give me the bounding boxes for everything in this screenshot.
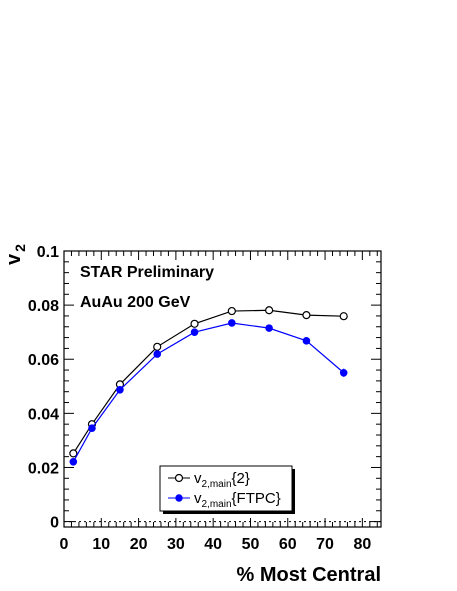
- legend-label-suffix: {FTPC}: [232, 490, 281, 507]
- y-axis-title-main: v: [3, 253, 25, 265]
- x-tick-label: 50: [242, 536, 260, 553]
- data-point: [265, 324, 273, 332]
- data-point: [228, 319, 236, 327]
- data-point: [227, 306, 236, 316]
- legend-label-sub: 2,main: [202, 479, 232, 490]
- x-axis-title: % Most Central: [237, 564, 381, 586]
- data-point: [69, 457, 78, 466]
- legend-label-suffix: {2}: [232, 470, 250, 487]
- data-point: [302, 337, 311, 345]
- y-axis-title: v2: [3, 244, 28, 265]
- y-tick-label: 0.06: [28, 352, 59, 369]
- legend-label-main: v: [194, 470, 202, 487]
- x-tick-label: 60: [279, 536, 297, 553]
- svg-text:v2: v2: [3, 244, 28, 265]
- plot-frame: [63, 250, 382, 528]
- x-tick-label: 10: [92, 536, 110, 553]
- series-line: [72, 309, 344, 454]
- legend-marker-filled-circle: [175, 494, 183, 502]
- legend: v2,main{2} v2,main{FTPC}: [159, 465, 295, 514]
- annotation-collision-system: AuAu 200 GeV: [80, 294, 191, 311]
- y-tick-label: 0.02: [28, 460, 59, 477]
- series-1: [69, 319, 348, 466]
- x-tick-label: 0: [60, 536, 69, 553]
- legend-entry-v2-2: v2,main{2}: [168, 470, 250, 490]
- svg-text:v2,main{2}: v2,main{2}: [194, 470, 250, 490]
- data-point: [88, 424, 96, 433]
- axis-ticks: [63, 250, 381, 527]
- data-point: [339, 368, 348, 377]
- data-point: [190, 328, 199, 336]
- y-tick-label: 0.04: [28, 406, 59, 423]
- x-tick-label: 80: [353, 536, 371, 553]
- data-point: [339, 312, 348, 321]
- data-point: [69, 449, 78, 458]
- data-point: [190, 319, 199, 328]
- y-tick-label: 0.1: [37, 244, 59, 261]
- data-point: [153, 342, 162, 351]
- series-layer: [69, 306, 348, 466]
- data-point: [302, 311, 311, 320]
- y-axis-title-sub: 2: [12, 244, 28, 252]
- x-tick-label: 40: [204, 536, 222, 553]
- legend-label-sub: 2,main: [202, 499, 232, 510]
- legend-label-main: v: [194, 490, 202, 507]
- x-tick-label: 70: [316, 536, 334, 553]
- data-point: [153, 350, 162, 358]
- x-tick-label: 30: [167, 536, 185, 553]
- legend-entry-v2-ftpc: v2,main{FTPC}: [168, 490, 281, 510]
- data-point: [116, 386, 124, 394]
- legend-box: [159, 465, 293, 512]
- plot-border: [63, 250, 382, 528]
- svg-text:v2,main{FTPC}: v2,main{FTPC}: [194, 490, 281, 510]
- data-point: [265, 306, 274, 315]
- y-tick-label: 0: [50, 515, 59, 532]
- x-tick-label: 20: [130, 536, 148, 553]
- annotation-star-preliminary: STAR Preliminary: [80, 264, 214, 281]
- tick-labels: 0 10 20 30 40 50 60 70 80 0 0.02 0.04 0.06 0.08 0.1: [28, 244, 371, 553]
- legend-marker-open-circle: [174, 473, 184, 483]
- y-tick-label: 0.08: [28, 298, 59, 315]
